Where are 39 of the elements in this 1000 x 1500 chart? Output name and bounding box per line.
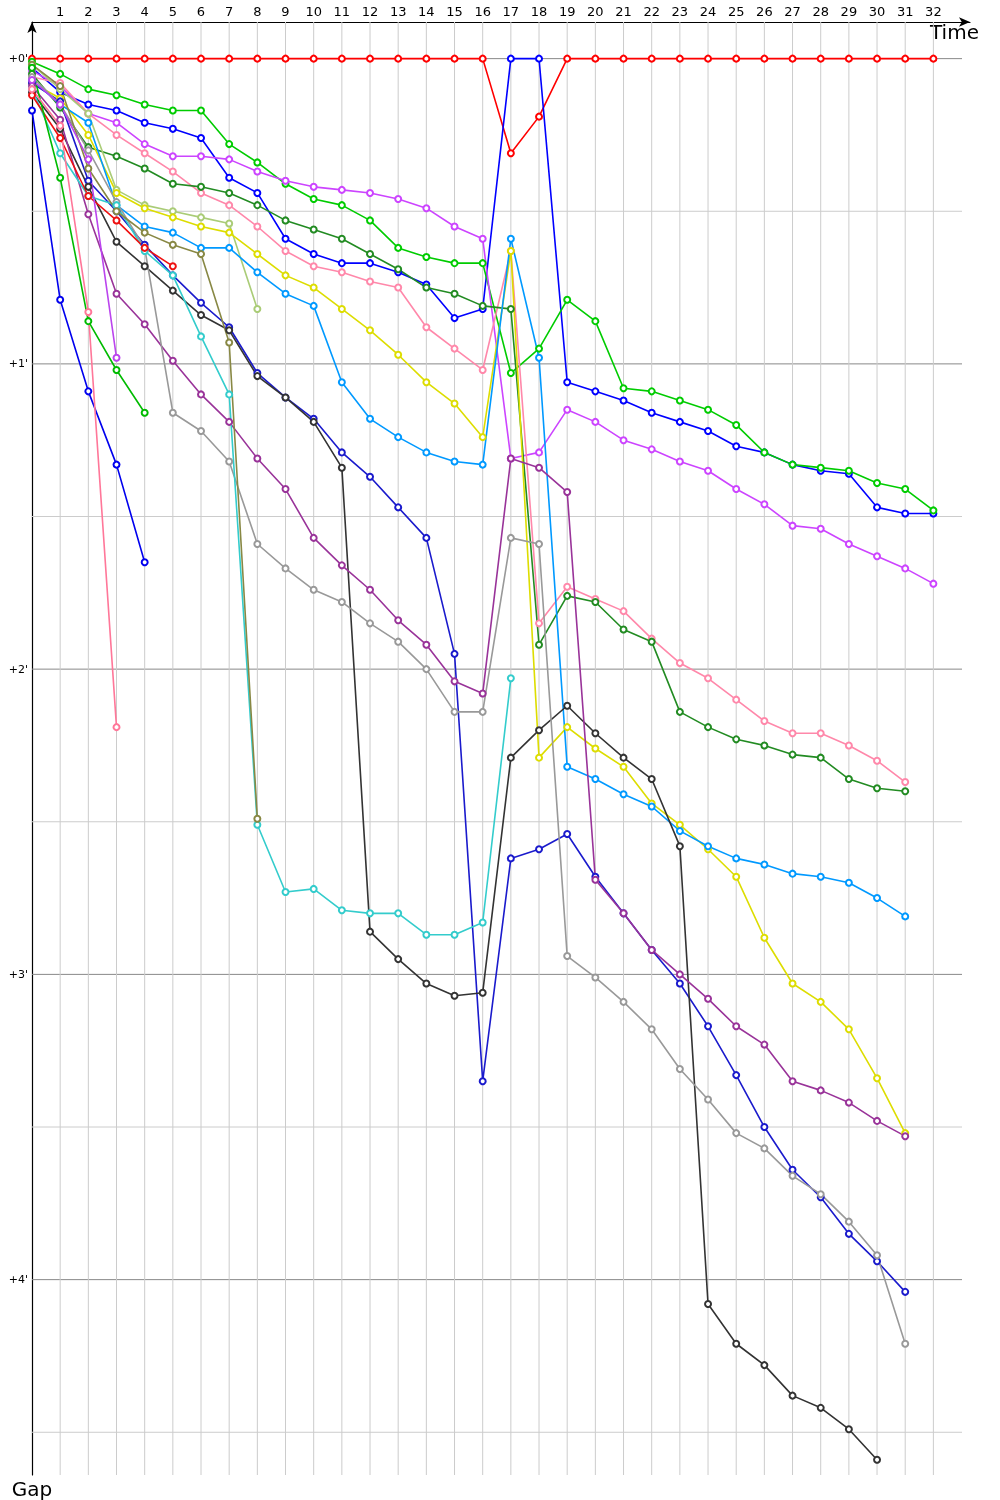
x-tick-label: 1: [56, 4, 65, 19]
x-tick-label: 15: [446, 4, 463, 19]
x-tick-label: 30: [868, 4, 886, 19]
x-tick-label: 25: [727, 4, 745, 19]
x-tick-label: 11: [333, 4, 351, 19]
x-tick-label: 9: [281, 4, 290, 19]
x-tick-label: 3: [112, 4, 121, 19]
x-tick-label: 31: [896, 4, 914, 19]
x-tick-label: 28: [812, 4, 829, 19]
x-tick-label: 6: [196, 4, 206, 19]
x-tick-label: 23: [671, 4, 689, 19]
x-tick-label: 4: [140, 4, 149, 19]
x-tick-label: 2: [84, 4, 93, 19]
y-tick-label: +4': [8, 1273, 28, 1287]
y-tick-label: +1': [8, 357, 28, 371]
x-tick-label: 18: [530, 4, 548, 19]
x-tick-label: 32: [925, 4, 942, 19]
x-tick-label: 14: [418, 4, 435, 19]
x-tick-label: 10: [305, 4, 322, 19]
x-tick-label: 5: [168, 4, 177, 19]
y-tick-label: +2': [8, 662, 28, 676]
x-tick-label: 19: [558, 4, 576, 19]
x-tick-label: 16: [474, 4, 491, 19]
y-axis-title: Gap: [11, 1477, 53, 1500]
x-tick-label: 24: [699, 4, 717, 19]
x-tick-label: 8: [253, 4, 262, 19]
x-axis-title: Time: [929, 20, 979, 44]
x-tick-label: 21: [615, 4, 632, 19]
x-tick-label: 13: [389, 4, 407, 19]
x-tick-label: 22: [643, 4, 660, 19]
x-tick-label: 20: [587, 4, 604, 19]
y-tick-label: +0': [8, 52, 28, 66]
x-tick-label: 7: [225, 4, 234, 19]
x-tick-label: 29: [840, 4, 858, 19]
y-tick-label: +3': [8, 967, 28, 981]
x-tick-label: 12: [361, 4, 379, 19]
x-tick-label: 27: [784, 4, 801, 19]
x-tick-label: 26: [756, 4, 773, 19]
x-tick-label: 17: [502, 4, 520, 19]
